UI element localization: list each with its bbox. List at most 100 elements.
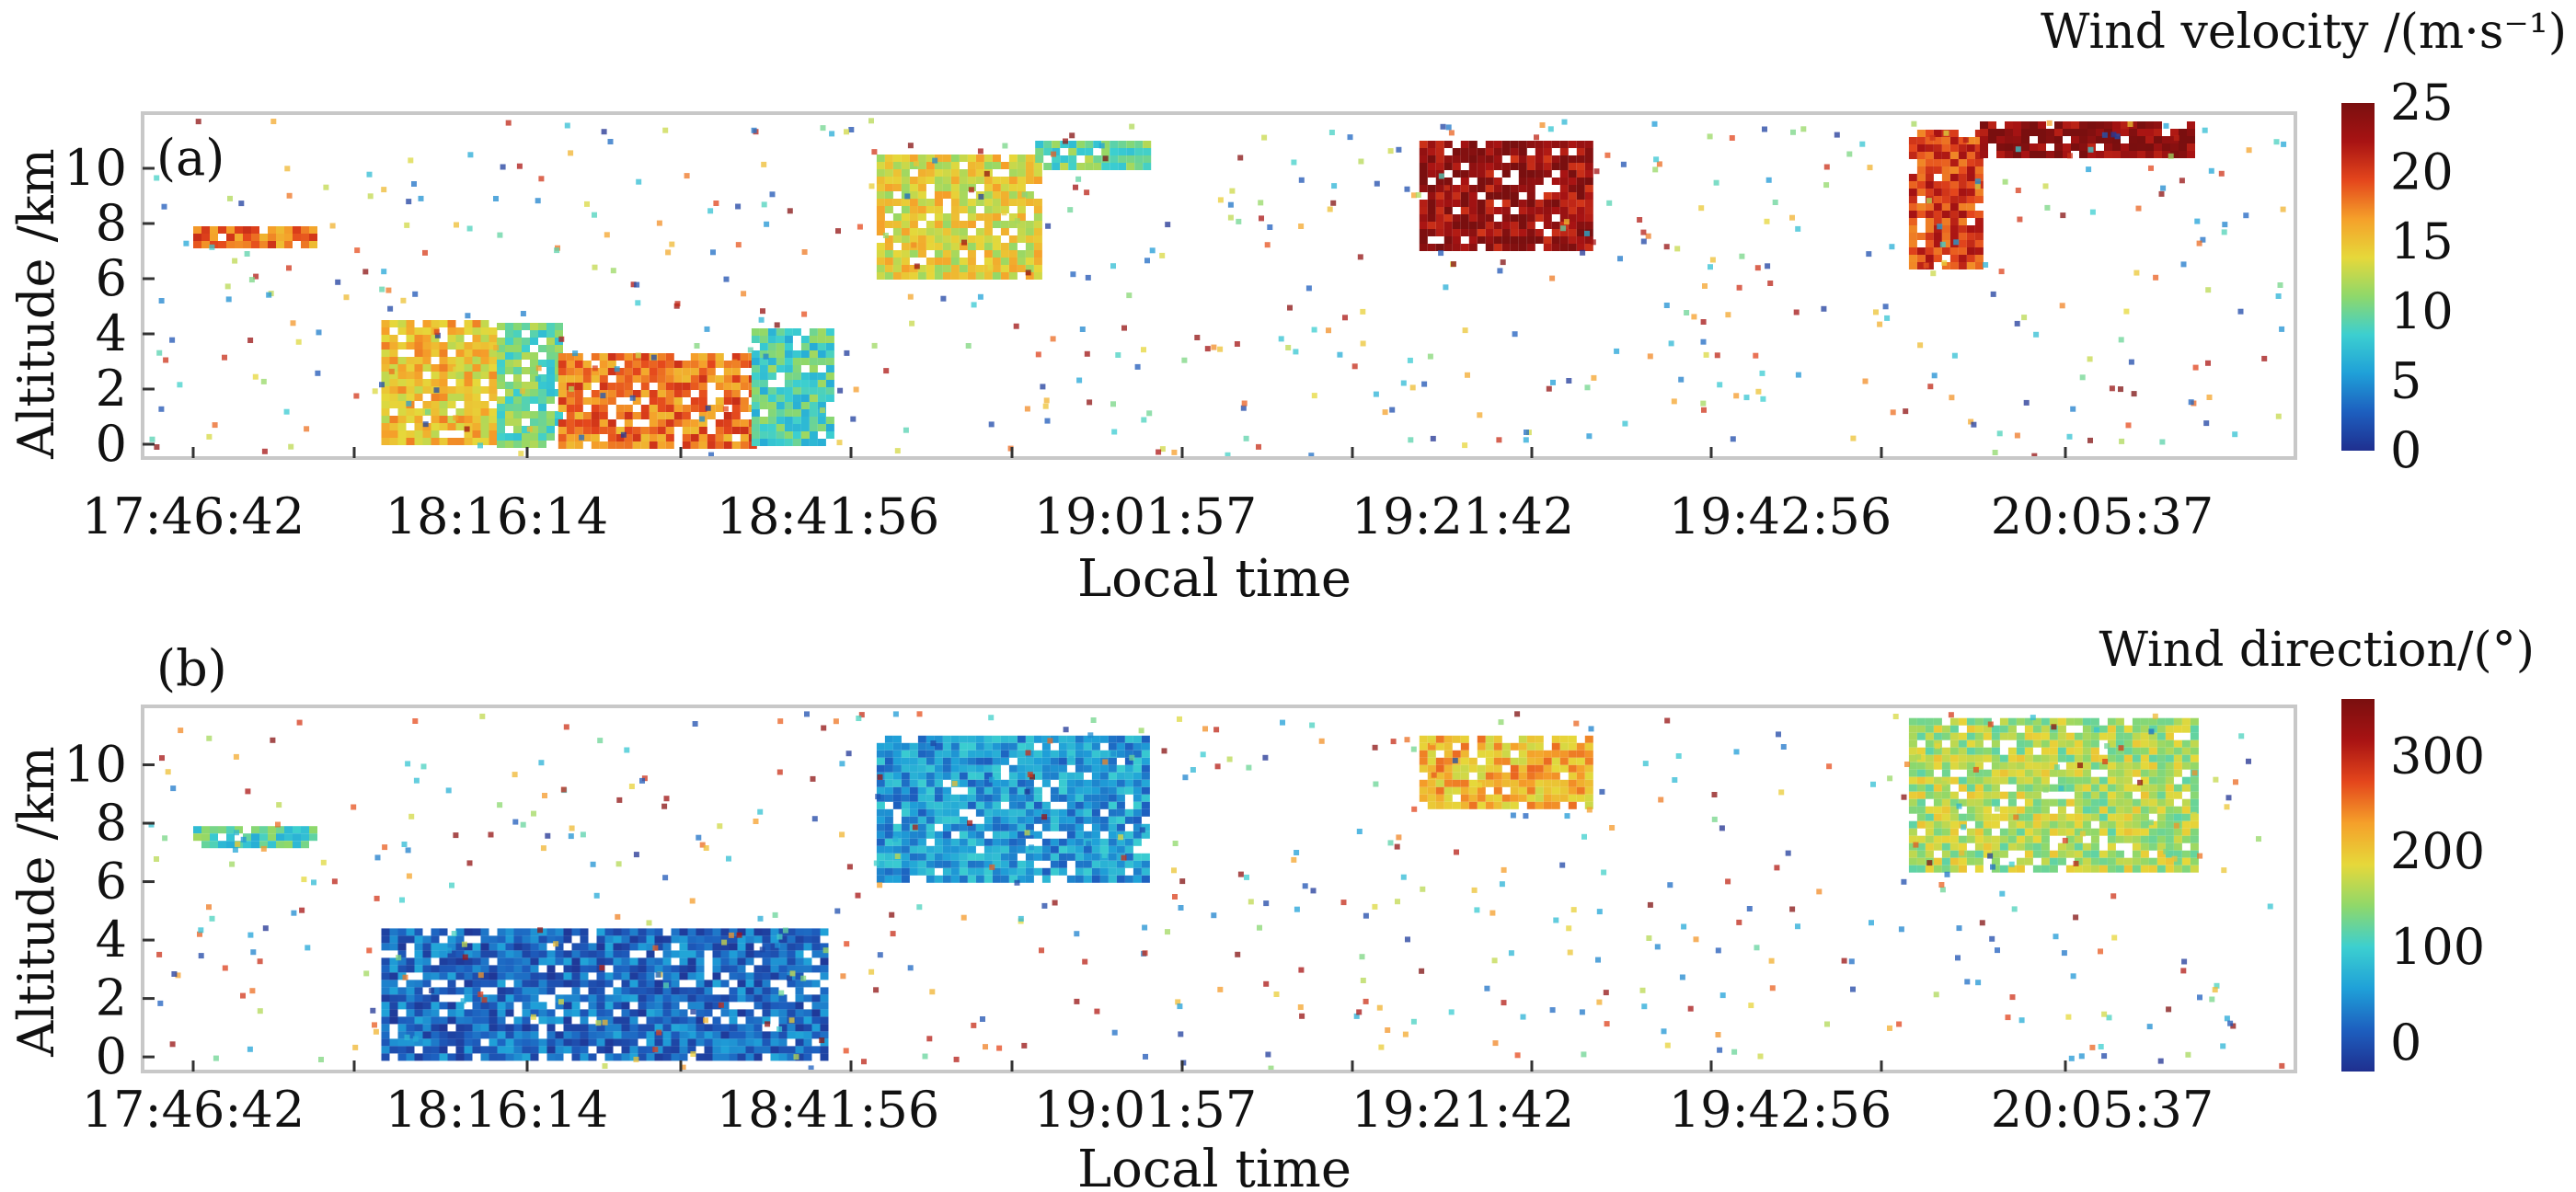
heatmap-cell bbox=[1584, 178, 1593, 185]
heatmap-cell bbox=[884, 155, 893, 162]
heatmap-cell bbox=[2065, 865, 2075, 873]
noise-cell bbox=[1138, 728, 1144, 734]
heatmap-cell bbox=[2099, 732, 2108, 740]
noise-cell bbox=[2046, 120, 2053, 126]
heatmap-cell bbox=[1075, 794, 1084, 802]
heatmap-cell bbox=[671, 928, 680, 936]
heatmap-cell bbox=[740, 353, 749, 361]
heatmap-cell bbox=[1000, 742, 1009, 751]
heatmap-cell bbox=[1526, 764, 1535, 773]
heatmap-cell bbox=[934, 845, 943, 854]
heatmap-cell bbox=[555, 950, 564, 958]
heatmap-cell bbox=[1419, 742, 1428, 751]
heatmap-cell bbox=[1033, 764, 1042, 773]
noise-cell bbox=[820, 125, 826, 132]
heatmap-cell bbox=[1041, 772, 1051, 780]
heatmap-cell bbox=[2082, 865, 2091, 873]
heatmap-cell bbox=[2181, 835, 2191, 843]
heatmap-cell bbox=[1133, 801, 1142, 809]
heatmap-cell bbox=[1485, 155, 1494, 163]
heatmap-cell bbox=[284, 226, 293, 234]
heatmap-cell bbox=[1941, 732, 1950, 740]
heatmap-cell bbox=[892, 742, 902, 751]
heatmap-cell bbox=[2137, 129, 2145, 136]
heatmap-cell bbox=[397, 935, 407, 944]
heatmap-cell bbox=[397, 438, 407, 445]
noise-cell bbox=[1979, 920, 1985, 926]
heatmap-cell bbox=[1543, 764, 1552, 773]
heatmap-cell bbox=[599, 397, 608, 405]
noise-cell bbox=[1326, 327, 1331, 334]
heatmap-cell bbox=[1568, 742, 1577, 751]
heatmap-cell bbox=[901, 779, 910, 787]
heatmap-cell bbox=[522, 404, 530, 411]
noise-cell bbox=[1240, 405, 1247, 411]
heatmap-cell bbox=[682, 412, 691, 419]
heatmap-cell bbox=[447, 950, 456, 958]
heatmap-cell bbox=[901, 169, 910, 177]
heatmap-cell bbox=[1083, 735, 1092, 743]
heatmap-cell bbox=[770, 935, 779, 944]
heatmap-cell bbox=[679, 1046, 688, 1054]
heatmap-cell bbox=[464, 364, 473, 372]
heatmap-cell bbox=[926, 875, 935, 883]
heatmap-cell bbox=[762, 1031, 771, 1039]
heatmap-cell bbox=[745, 1031, 754, 1039]
heatmap-cell bbox=[1941, 233, 1950, 240]
heatmap-cell bbox=[513, 426, 522, 433]
heatmap-cell bbox=[2181, 747, 2191, 755]
heatmap-cell bbox=[530, 352, 538, 360]
heatmap-cell bbox=[654, 980, 663, 988]
heatmap-cell bbox=[942, 750, 951, 758]
heatmap-cell bbox=[1933, 865, 1942, 873]
heatmap-cell bbox=[599, 368, 608, 375]
heatmap-cell bbox=[1501, 229, 1511, 236]
heatmap-cell bbox=[607, 434, 616, 441]
heatmap-cell bbox=[632, 368, 641, 375]
noise-cell bbox=[913, 160, 919, 166]
heatmap-cell bbox=[2107, 828, 2116, 836]
heatmap-cell bbox=[1584, 214, 1593, 222]
heatmap-cell bbox=[1485, 772, 1494, 780]
heatmap-cell bbox=[1000, 735, 1009, 743]
heatmap-cell bbox=[917, 206, 926, 213]
noise-cell bbox=[1115, 352, 1121, 358]
heatmap-cell bbox=[2041, 725, 2050, 733]
heatmap-cell bbox=[472, 928, 481, 936]
heatmap-cell bbox=[884, 853, 893, 861]
heatmap-cell bbox=[800, 387, 810, 395]
noise-cell bbox=[868, 968, 875, 975]
heatmap-cell bbox=[1493, 222, 1502, 229]
heatmap-cell bbox=[513, 1046, 523, 1054]
heatmap-cell bbox=[1041, 750, 1051, 758]
heatmap-cell bbox=[1443, 772, 1453, 780]
noise-cell bbox=[1733, 393, 1740, 399]
noise-cell bbox=[1739, 253, 1745, 259]
heatmap-cell bbox=[406, 408, 415, 416]
noise-cell bbox=[909, 320, 915, 327]
heatmap-cell bbox=[1435, 229, 1444, 236]
noise-cell bbox=[284, 166, 291, 172]
heatmap-cell bbox=[1958, 754, 1967, 762]
noise-cell bbox=[1474, 907, 1480, 913]
heatmap-cell bbox=[992, 742, 1001, 751]
heatmap-cell bbox=[1493, 236, 1502, 244]
heatmap-cell bbox=[1126, 141, 1135, 148]
noise-cell bbox=[1465, 372, 1470, 378]
noise-cell bbox=[1305, 285, 1312, 292]
heatmap-cell bbox=[1949, 820, 1959, 829]
noise-cell bbox=[1915, 754, 1922, 760]
noise-cell bbox=[911, 242, 917, 248]
noise-cell bbox=[1451, 261, 1456, 268]
heatmap-cell bbox=[1008, 199, 1018, 206]
heatmap-cell bbox=[646, 1024, 655, 1032]
heatmap-cell bbox=[455, 1053, 465, 1061]
heatmap-cell bbox=[1925, 247, 1934, 255]
heatmap-cell bbox=[505, 441, 513, 448]
heatmap-cell bbox=[1551, 742, 1560, 751]
heatmap-cell bbox=[1958, 813, 1967, 821]
heatmap-cell bbox=[1093, 155, 1102, 163]
heatmap-cell bbox=[753, 987, 763, 995]
heatmap-cell bbox=[2165, 717, 2174, 726]
heatmap-cell bbox=[1017, 786, 1026, 795]
